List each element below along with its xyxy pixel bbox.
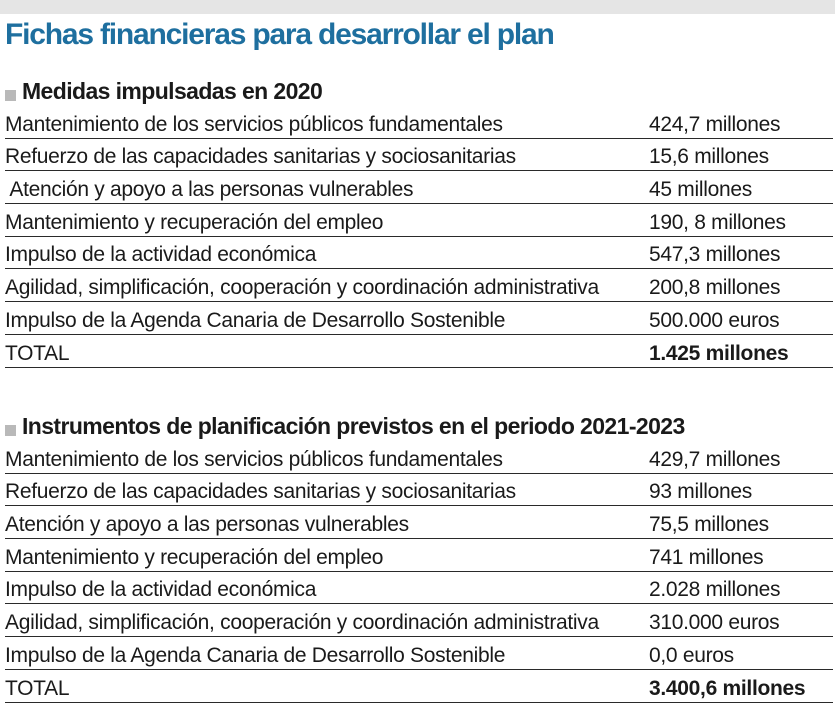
row-value: 0,0 euros	[649, 643, 734, 667]
row-value: 2.028 millones	[649, 578, 781, 602]
row-value: 429,7 millones	[649, 447, 781, 471]
table-row: Impulso de la Agenda Canaria de Desarrol…	[5, 637, 833, 670]
table-total-row: TOTAL 1.425 millones	[5, 335, 833, 368]
row-value: 500.000 euros	[649, 308, 780, 332]
table-instrumentos-2021-2023: Mantenimiento de los servicios públicos …	[5, 441, 833, 703]
row-label: Impulso de la Agenda Canaria de Desarrol…	[5, 308, 506, 332]
top-gray-bar	[0, 0, 835, 14]
row-value: 310.000 euros	[649, 611, 780, 635]
row-value: 741 millones	[649, 545, 764, 569]
row-value: 93 millones	[649, 480, 752, 504]
table-row: Agilidad, simplificación, cooperación y …	[5, 269, 833, 303]
row-label: Mantenimiento y recuperación del empleo	[5, 210, 384, 234]
row-label: Impulso de la actividad económica	[5, 578, 317, 602]
table-row: Refuerzo de las capacidades sanitarias y…	[5, 474, 833, 507]
table-row: Mantenimiento de los servicios públicos …	[5, 106, 833, 139]
table-row: Atención y apoyo a las personas vulnerab…	[5, 171, 833, 205]
row-label: Agilidad, simplificación, cooperación y …	[5, 611, 599, 635]
row-label: Impulso de la actividad económica	[5, 243, 317, 267]
table-row: Impulso de la Agenda Canaria de Desarrol…	[5, 302, 833, 335]
row-label: Mantenimiento de los servicios públicos …	[5, 447, 503, 471]
table-row: Impulso de la actividad económica 2.028 …	[5, 572, 833, 605]
table-row: Refuerzo de las capacidades sanitarias y…	[5, 139, 833, 172]
table-row: Mantenimiento y recuperación del empleo …	[5, 204, 833, 237]
table-total-row: TOTAL 3.400,6 millones	[5, 670, 833, 703]
section-heading-text: Medidas impulsadas en 2020	[22, 77, 323, 104]
row-value: 75,5 millones	[649, 513, 769, 537]
table-row: Impulso de la actividad económica 547,3 …	[5, 237, 833, 270]
table-medidas-2020: Mantenimiento de los servicios públicos …	[5, 106, 833, 368]
row-label: Impulso de la Agenda Canaria de Desarrol…	[5, 643, 506, 667]
row-value: 200,8 millones	[649, 276, 781, 300]
total-value: 3.400,6 millones	[649, 676, 806, 700]
row-label: Mantenimiento de los servicios públicos …	[5, 112, 503, 136]
table-row: Mantenimiento y recuperación del empleo …	[5, 539, 833, 572]
section-bullet-icon	[5, 424, 16, 436]
table-row: Mantenimiento de los servicios públicos …	[5, 441, 833, 474]
section-bullet-icon	[5, 89, 16, 101]
row-label: Refuerzo de las capacidades sanitarias y…	[5, 480, 516, 504]
row-value: 15,6 millones	[649, 145, 769, 169]
row-label: Atención y apoyo a las personas vulnerab…	[5, 513, 409, 537]
table-row: Agilidad, simplificación, cooperación y …	[5, 604, 833, 638]
section-heading-2021-2023: Instrumentos de planificación previstos …	[5, 411, 685, 441]
row-value: 547,3 millones	[649, 243, 781, 267]
page-title: Fichas financieras para desarrollar el p…	[5, 18, 555, 51]
row-label: Refuerzo de las capacidades sanitarias y…	[5, 145, 516, 169]
row-label: Agilidad, simplificación, cooperación y …	[5, 276, 599, 300]
row-value: 424,7 millones	[649, 112, 781, 136]
row-value: 190, 8 millones	[649, 210, 786, 234]
total-label: TOTAL	[5, 341, 70, 365]
row-value: 45 millones	[649, 178, 752, 202]
table-row: Atención y apoyo a las personas vulnerab…	[5, 506, 833, 540]
row-label: Mantenimiento y recuperación del empleo	[5, 545, 384, 569]
total-label: TOTAL	[5, 676, 70, 700]
section-heading-2020: Medidas impulsadas en 2020	[5, 76, 323, 106]
section-heading-text: Instrumentos de planificación previstos …	[22, 412, 685, 439]
row-label: Atención y apoyo a las personas vulnerab…	[5, 178, 414, 202]
total-value: 1.425 millones	[649, 341, 789, 365]
